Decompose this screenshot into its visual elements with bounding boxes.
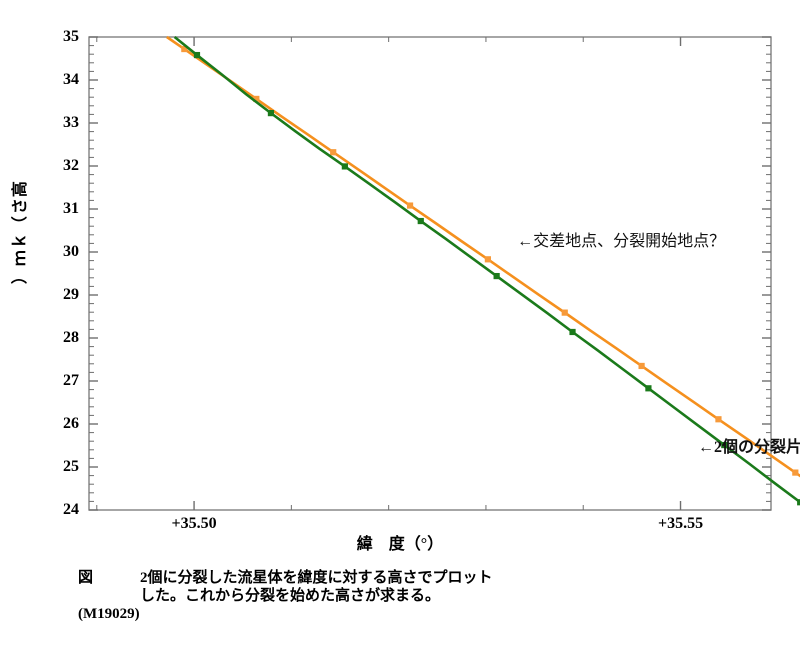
plot-frame [88, 36, 772, 511]
data-point-marker [406, 202, 414, 209]
data-point-marker [341, 163, 348, 170]
data-point-marker [797, 499, 800, 506]
y-tick-label: 34 [63, 71, 79, 88]
data-series-group [166, 35, 800, 506]
y-tick-label: 29 [63, 286, 79, 303]
data-point-marker [792, 469, 799, 476]
data-point-marker [330, 149, 337, 156]
caption-line-1: 2個に分裂した流星体を緯度に対する高さでプロット [140, 570, 493, 586]
y-tick-label: 32 [63, 157, 79, 174]
annotation-crossing: ←交差地点、分裂開始地点？ [517, 232, 726, 250]
caption-figure-id: (M19029) [78, 606, 140, 623]
data-point-marker [484, 256, 491, 263]
data-point-marker [561, 309, 568, 316]
caption-first-row: 図 2個に分裂した流星体を緯度に対する高さでプロット [78, 570, 778, 588]
y-tick-label: 25 [63, 458, 79, 475]
data-point-marker [193, 51, 201, 59]
x-tick-label: +35.55 [657, 515, 704, 532]
caption-line-2: した。これから分裂を始めた高さが求まる。 [140, 587, 441, 604]
axis-ticks [89, 36, 771, 511]
data-point-marker [267, 110, 275, 117]
caption-marker: 図 [78, 570, 94, 586]
data-point-marker [253, 95, 260, 103]
data-point-marker [721, 441, 728, 449]
series-line [166, 35, 800, 478]
plot-frame-rect [88, 36, 772, 511]
data-point-marker [417, 217, 424, 225]
data-point-marker [638, 362, 645, 370]
x-tick-label: +35.50 [171, 515, 217, 532]
data-point-marker [715, 416, 722, 423]
y-tick-label: 26 [63, 415, 79, 432]
y-tick-label: 33 [63, 114, 79, 131]
y-axis-title: 高さ（ｋ ｍ） [6, 180, 36, 285]
data-point-marker [569, 328, 576, 336]
x-axis-title: 緯 度（°） [356, 536, 444, 553]
annotation-fragments: ←2個の分裂片 [698, 439, 800, 457]
series-green [173, 35, 800, 506]
y-tick-label: 31 [63, 200, 79, 217]
y-tick-label: 27 [63, 372, 79, 389]
series-orange [166, 35, 800, 478]
y-axis-title-char-5: ） [11, 267, 29, 284]
figure-caption: 図 2個に分裂した流星体を緯度に対する高さでプロット した。これから分裂を始めた… [78, 570, 778, 624]
data-point-marker [181, 45, 188, 53]
y-tick-label: 30 [63, 243, 79, 260]
data-point-marker [493, 272, 500, 280]
data-point-marker [645, 385, 652, 392]
y-tick-label: 35 [63, 28, 79, 45]
y-tick-label: 24 [63, 501, 79, 518]
y-tick-label: 28 [63, 329, 79, 346]
